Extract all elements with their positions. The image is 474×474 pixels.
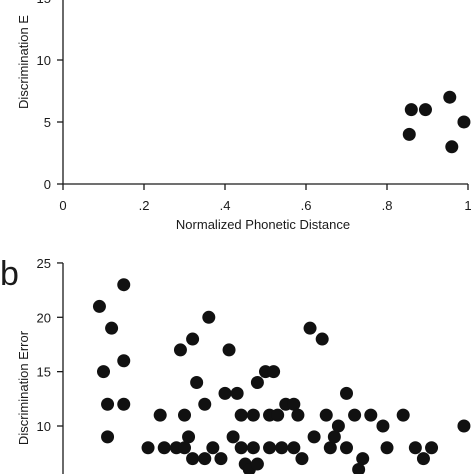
panel-b-data-point (206, 441, 220, 455)
panel-b-data-point (230, 386, 244, 400)
panel-b-y-axis-title: Discrimination Error (16, 330, 31, 445)
panel-b-data-point (376, 419, 390, 433)
panel-b-data-point (173, 343, 187, 357)
panel-a-y-axis-title: Discrimination E (16, 15, 31, 109)
panel-b-data-point (263, 441, 277, 455)
panel-b-data-point (396, 408, 410, 422)
panel-b-data-point (352, 462, 366, 474)
panel-b-data-point (319, 408, 333, 422)
panel-b-data-point (287, 397, 301, 411)
panel-b-data-point (141, 441, 155, 455)
panel-b-data-point (101, 397, 115, 411)
panel-a-plot-area (62, 0, 468, 185)
panel-b-data-point (214, 452, 228, 466)
panel-a-x-axis-title: Normalized Phonetic Distance (176, 217, 350, 232)
panel-b-data-point (250, 457, 264, 471)
panel-b-y-tick-label: 15 (37, 365, 51, 380)
panel-b-data-point (250, 376, 264, 390)
panel-a-y-axis: 051015202530 (37, 0, 63, 192)
panel-b-data-point (186, 452, 200, 466)
panel-b-data-point (267, 365, 281, 379)
panel-b-data-point (97, 365, 110, 379)
panel-b-data-point (315, 332, 329, 346)
panel-a-data-point (402, 127, 416, 141)
panel-b-data-point (178, 408, 191, 422)
panel-b-data-point (178, 441, 191, 455)
panel-a-y-tick-label: 10 (37, 53, 51, 68)
panel-b-data-point (356, 452, 370, 466)
panel-b-data-point (275, 441, 289, 455)
panel-b-data-point (117, 397, 131, 411)
panel-a-x-tick-label: .8 (382, 198, 393, 213)
panel-b-data-point (202, 310, 216, 324)
panel-b-data-point (198, 452, 212, 466)
panel-a-data-point (404, 103, 418, 117)
panel-b-data-point (105, 321, 119, 335)
panel-a-x-tick-label: .4 (220, 198, 231, 213)
panel-b-data-point (222, 343, 236, 357)
panel-b-data-point (186, 332, 200, 346)
panel-b-y-tick-label: 25 (37, 256, 51, 271)
panel-b-data-point (182, 430, 196, 444)
panel-b-data-point (364, 408, 378, 422)
panel-b-data-point (157, 441, 171, 455)
panel-b-data-point (153, 408, 167, 422)
panel-b-data-point (234, 408, 248, 422)
panel-a-x-axis: 0 .2 .4 .6 .8 1 (59, 184, 472, 213)
panel-b-data-point (117, 354, 131, 368)
panel-b-data-point (218, 386, 232, 400)
panel-b-data-point (92, 299, 106, 313)
panel-b-data-point (416, 452, 430, 466)
panel-b-data-point (348, 408, 362, 422)
panel-b-y-tick-label: 10 (37, 419, 51, 434)
panel-b-data-point (101, 430, 115, 444)
panel-a-x-tick-label: .2 (139, 198, 150, 213)
panel-a-y-tick-label: 15 (37, 0, 51, 6)
panel-b-data-point (246, 441, 260, 455)
panel-a-points (402, 90, 471, 154)
panel-a: 0.2.4.6.81 051015202530 Normalized Phone… (16, 0, 472, 232)
panel-a-data-point (443, 90, 457, 104)
panel-b-data-point (340, 441, 353, 455)
panel-b-data-point (246, 408, 260, 422)
panel-b-data-point (198, 397, 212, 411)
panel-b-data-point (340, 386, 353, 400)
panel-b: b 10 15 20 25 Discrimination Error (0, 255, 471, 474)
panel-b-data-point (291, 408, 305, 422)
panel-a-data-point (445, 140, 459, 154)
panel-b-data-point (327, 430, 341, 444)
panel-b-data-point (303, 321, 317, 335)
panel-a-x-tick-label: 0 (59, 198, 66, 213)
panel-b-data-point (408, 441, 422, 455)
panel-b-label: b (0, 255, 19, 293)
panel-a-y-tick-label: 0 (44, 177, 51, 192)
panel-b-data-point (287, 441, 301, 455)
panel-b-data-point (190, 376, 204, 390)
panel-b-data-point (323, 441, 337, 455)
panel-a-data-point (457, 115, 471, 129)
panel-b-data-point (307, 430, 321, 444)
panel-b-data-point (331, 419, 345, 433)
panel-b-data-point (425, 441, 439, 455)
panel-a-y-tick-label: 5 (44, 115, 51, 130)
panel-b-data-point (457, 419, 471, 433)
panel-b-data-point (117, 278, 131, 292)
panel-b-data-point (295, 452, 309, 466)
panel-a-data-point (418, 103, 432, 117)
panel-b-y-axis: 10 15 20 25 (37, 256, 63, 434)
panel-a-x-tick-label: 1 (464, 198, 471, 213)
panel-b-points (92, 278, 471, 474)
panel-b-data-point (226, 430, 240, 444)
panel-b-data-point (380, 441, 394, 455)
panel-a-x-tick-label: .6 (301, 198, 312, 213)
panel-b-y-tick-label: 20 (37, 310, 51, 325)
panel-b-data-point (234, 441, 248, 455)
panel-b-data-point (271, 408, 285, 422)
